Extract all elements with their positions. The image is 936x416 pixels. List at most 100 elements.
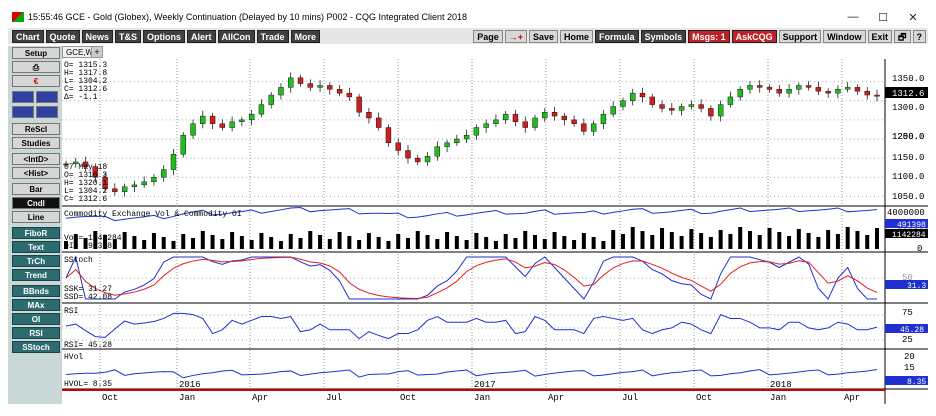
- bar-button[interactable]: Bar: [12, 183, 60, 195]
- support-button[interactable]: Support: [778, 29, 822, 43]
- candle-body: [864, 91, 870, 96]
- volume-bar: [611, 230, 616, 249]
- chart-svg[interactable]: O= 1315.3 H= 1317.8 L= 1304.2 C= 1312.6 …: [62, 59, 935, 404]
- setup-button[interactable]: Setup: [12, 47, 60, 59]
- news-button[interactable]: News: [81, 29, 114, 43]
- max-button[interactable]: MAx: [12, 299, 60, 311]
- y-tick-1200: 1200.0: [892, 132, 924, 142]
- cursor-date: 07 May 18: [64, 163, 107, 172]
- stoch-title: SStoch: [64, 256, 93, 265]
- trade-button[interactable]: Trade: [256, 29, 289, 43]
- window-button[interactable]: Window: [823, 29, 866, 43]
- symbols-button[interactable]: Symbols: [640, 29, 687, 43]
- zoom-in-icon[interactable]: [12, 91, 34, 103]
- trch-button[interactable]: TrCh: [12, 255, 60, 267]
- add-tab-button[interactable]: +: [91, 46, 103, 58]
- options-button[interactable]: Options: [143, 29, 186, 43]
- alert-button[interactable]: Alert: [187, 29, 216, 43]
- allcon-button[interactable]: AllCon: [217, 29, 255, 43]
- scroll-left-icon[interactable]: [12, 106, 34, 118]
- volume-bar: [122, 232, 127, 249]
- y-tick-1300: 1300.0: [892, 103, 924, 113]
- currency-icon[interactable]: €: [12, 75, 60, 87]
- left-sidebar: Setup ⎙ € ReScl Studies <IntD> <Hist> Ba…: [8, 46, 64, 404]
- page-button[interactable]: Page: [473, 29, 503, 43]
- fibor-button[interactable]: FiboR: [12, 227, 60, 239]
- chart-button[interactable]: Chart: [12, 29, 44, 43]
- rescale-button[interactable]: ReScl: [12, 123, 60, 135]
- maximize-button[interactable]: ☐: [878, 11, 888, 24]
- x-axis-label: Apr: [548, 393, 564, 403]
- x-axis-label: Jan: [770, 393, 786, 403]
- candle-body: [190, 123, 196, 136]
- volume-bar: [718, 230, 723, 249]
- volume-bar: [112, 239, 117, 249]
- hvol-y20: 20: [904, 352, 915, 362]
- volume-bar: [581, 233, 586, 249]
- hvol-title: HVol: [64, 353, 83, 362]
- volume-bar: [171, 241, 176, 249]
- history-button[interactable]: <Hist>: [12, 167, 60, 179]
- candle-body: [522, 121, 528, 128]
- vol-label: Vol= 1142284: [64, 234, 122, 243]
- formula-button[interactable]: Formula: [595, 29, 639, 43]
- cursor-low: L= 1304.2: [64, 187, 107, 196]
- zoom-out-icon[interactable]: [36, 91, 58, 103]
- help-icon[interactable]: ?: [912, 29, 926, 43]
- volume-bar: [708, 237, 713, 249]
- x-axis-label: Jul: [326, 393, 342, 403]
- close-button[interactable]: ✕: [908, 11, 918, 24]
- stoch-y50: 50: [902, 273, 913, 283]
- text-button[interactable]: Text: [12, 241, 60, 253]
- hvol-y15: 15: [904, 363, 915, 373]
- volume-bar: [405, 238, 410, 249]
- volume-bar: [269, 237, 274, 249]
- candle-body: [307, 83, 313, 88]
- msgs-button[interactable]: Msgs: 1: [688, 29, 730, 43]
- arrows-button[interactable]: →+: [504, 29, 527, 43]
- minimize-button[interactable]: —: [847, 11, 859, 23]
- app-icon: [12, 12, 24, 22]
- restore-icon[interactable]: 🗗: [894, 29, 911, 43]
- volume-bar: [230, 232, 235, 249]
- candle-button[interactable]: Cndl: [12, 197, 60, 209]
- scroll-right-icon[interactable]: [36, 106, 58, 118]
- volume-bar: [816, 237, 821, 249]
- intraday-button[interactable]: <IntD>: [12, 153, 60, 165]
- askcqg-button[interactable]: AskCQG: [731, 29, 777, 43]
- more-button[interactable]: More: [290, 29, 321, 43]
- sstoch-button[interactable]: SStoch: [12, 341, 60, 353]
- y-tick-1350: 1350.0: [892, 74, 924, 84]
- volume-bar: [640, 231, 645, 249]
- last-price-tag: 1312.6: [892, 89, 924, 99]
- exit-button[interactable]: Exit: [867, 29, 893, 43]
- chart-area[interactable]: O= 1315.3 H= 1317.8 L= 1304.2 C= 1312.6 …: [62, 59, 935, 404]
- x-axis-label: Oct: [696, 393, 712, 403]
- bbnds-button[interactable]: BBnds: [12, 285, 60, 297]
- oi-button[interactable]: OI: [12, 313, 60, 325]
- candle-body: [170, 154, 177, 170]
- ts-button[interactable]: T&S: [115, 29, 142, 43]
- candle-body: [444, 142, 450, 147]
- trend-button[interactable]: Trend: [12, 269, 60, 281]
- volume-bar: [630, 227, 635, 249]
- candle-body: [796, 85, 802, 90]
- studies-button[interactable]: Studies: [12, 137, 60, 149]
- rsi-button[interactable]: RSI: [12, 327, 60, 339]
- line-button[interactable]: Line: [12, 211, 60, 223]
- quote-button[interactable]: Quote: [45, 29, 80, 43]
- vol-y-top: 4000000: [887, 208, 925, 218]
- volume-bar: [650, 235, 655, 249]
- volume-bar: [855, 231, 860, 249]
- home-button[interactable]: Home: [560, 29, 594, 43]
- y-tick-1100: 1100.0: [892, 172, 924, 182]
- save-button[interactable]: Save: [529, 29, 559, 43]
- volume-bar: [845, 227, 850, 249]
- volume-bar: [747, 231, 752, 249]
- volume-bar: [464, 240, 469, 249]
- volume-bar: [552, 232, 557, 249]
- main-toolbar: Chart Quote News T&S Options Alert AllCo…: [8, 28, 928, 44]
- print-icon[interactable]: ⎙: [12, 61, 60, 73]
- candle-body: [698, 104, 704, 109]
- candle-body: [551, 112, 558, 117]
